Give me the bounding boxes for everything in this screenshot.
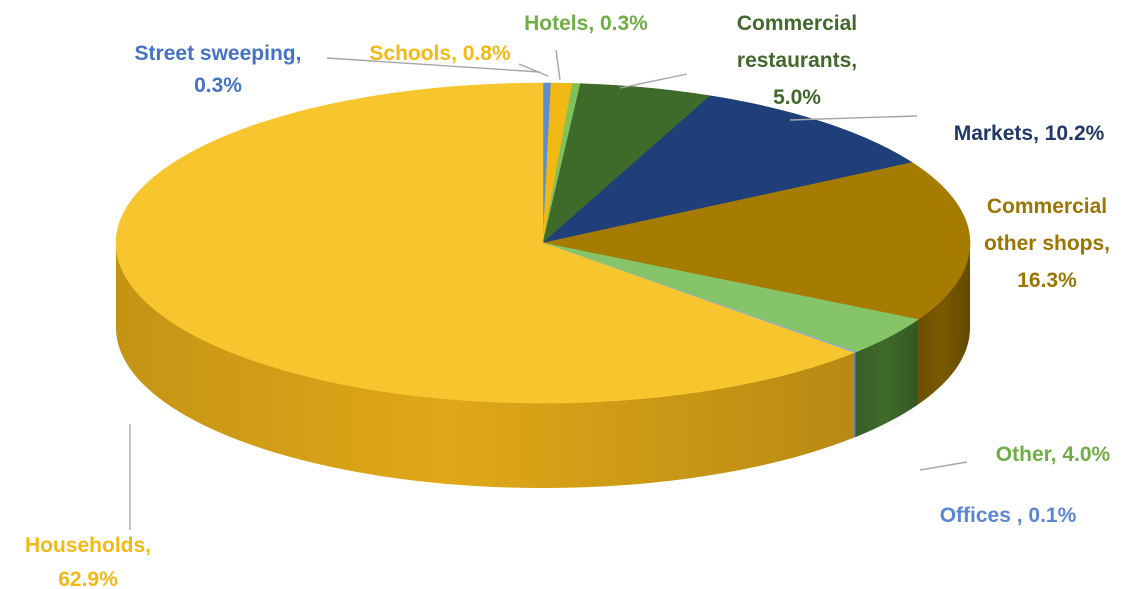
data-label-markets: Markets, 10.2% [954,122,1105,145]
data-label-line: Schools, 0.8% [369,42,511,65]
leader-line-schools [518,63,549,77]
data-label-line: 5.0% [773,86,821,109]
pie-side-shade-offices [853,352,856,438]
pie-slice-commercial-other-shops [542,162,971,320]
pie-side-shade-commercial-other-shops [918,243,970,405]
data-label-line: Commercial [987,195,1107,218]
leader-line-street-sweeping [326,57,541,73]
pie-side-shade-other [855,319,919,438]
data-label-line: Commercial [737,12,857,35]
data-label-line: Markets, 10.2% [954,122,1105,145]
data-label-line: 16.3% [1017,269,1077,292]
leader-line-hotels [555,49,561,81]
data-label-line: other shops, [984,232,1110,255]
pie-side-shade-households [116,243,854,488]
pie-slice-households [115,82,855,404]
data-label-line: 62.9% [58,568,118,589]
leader-line-other [919,461,968,471]
data-labels: Street sweeping, 0.3% Schools, 0.8% Hotels,… [25,12,1111,589]
data-label-hotels: Hotels, 0.3% [524,12,648,35]
data-label-offices: Offices , 0.1% [940,504,1077,527]
data-label-line: Offices , 0.1% [940,504,1077,527]
data-label-line: Street sweeping, [135,42,302,65]
leader-line-commercial-restaurants [619,73,688,89]
leader-line-markets [789,115,918,121]
data-label-commercial-restaurants: Commercial restaurants, 5.0% [737,12,857,109]
leader-lines [129,49,968,530]
data-label-line: Other, 4.0% [996,443,1111,466]
data-label-commercial-other-shops: Commercial other shops, 16.3% [984,195,1110,292]
data-label-line: Households, [25,534,151,557]
data-label-line: 0.3% [194,74,242,97]
data-label-schools: Schools, 0.8% [369,42,511,65]
data-label-other: Other, 4.0% [996,443,1111,466]
data-label-line: Hotels, 0.3% [524,12,648,35]
pie-top [115,82,971,404]
data-label-households: Households, 62.9% [25,534,151,589]
data-label-line: restaurants, [737,49,857,72]
pie-slice-markets [541,95,913,244]
pie-sides [116,243,970,488]
data-label-street-sweeping: Street sweeping, 0.3% [135,42,302,97]
